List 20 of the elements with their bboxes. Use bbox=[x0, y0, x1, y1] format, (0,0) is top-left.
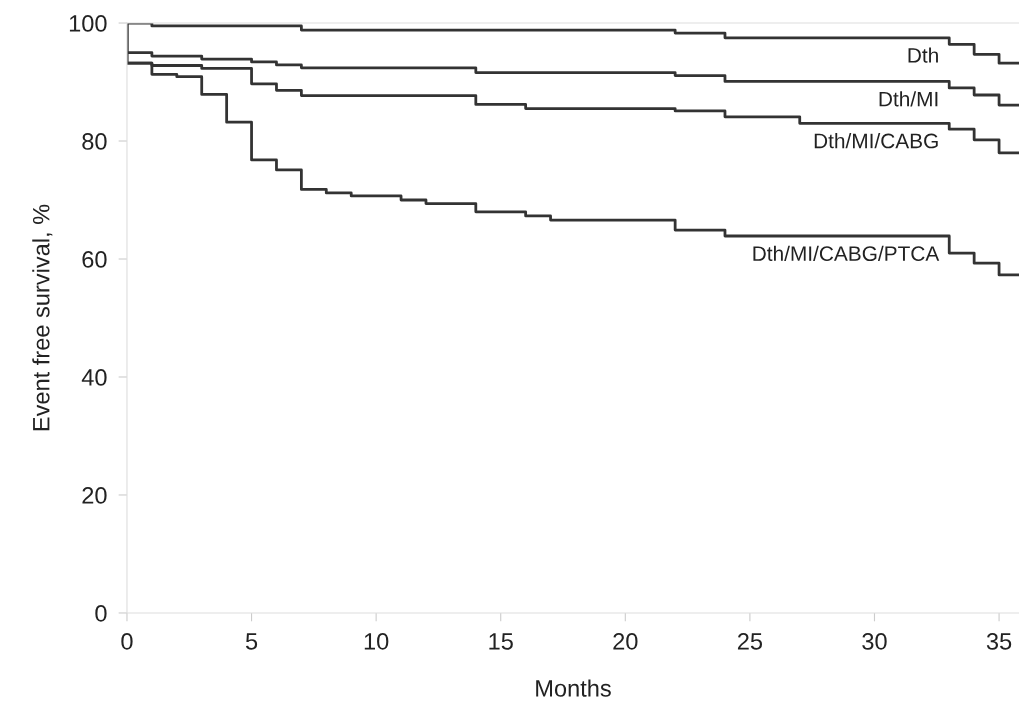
y-tick-label: 20 bbox=[82, 487, 107, 504]
x-tick-label: 30 bbox=[862, 633, 887, 650]
x-tick-label: 20 bbox=[613, 633, 638, 650]
series-label: Dth bbox=[908, 47, 938, 63]
y-tick-label: 40 bbox=[81, 369, 107, 386]
y-tick-label: 0 bbox=[95, 605, 107, 622]
y-tick-label: 60 bbox=[82, 251, 107, 268]
series-label: Dth/MI/CABG/PTCA bbox=[753, 245, 940, 262]
x-axis-title: Months bbox=[536, 679, 611, 697]
x-tick-label: 25 bbox=[737, 633, 763, 650]
x-tick-label: 15 bbox=[489, 633, 513, 650]
x-tick-label: 10 bbox=[364, 633, 389, 650]
x-tick-label: 35 bbox=[986, 633, 1012, 650]
y-axis-title: Event free survival, % bbox=[32, 204, 53, 431]
series-label: Dth/MI/CABG bbox=[814, 133, 938, 149]
y-tick-label: 80 bbox=[82, 133, 107, 150]
series-label: Dth/MI bbox=[879, 91, 938, 107]
y-tick-label: 100 bbox=[69, 15, 107, 32]
x-tick-label: 5 bbox=[245, 633, 258, 650]
x-tick-label: 0 bbox=[121, 633, 133, 650]
